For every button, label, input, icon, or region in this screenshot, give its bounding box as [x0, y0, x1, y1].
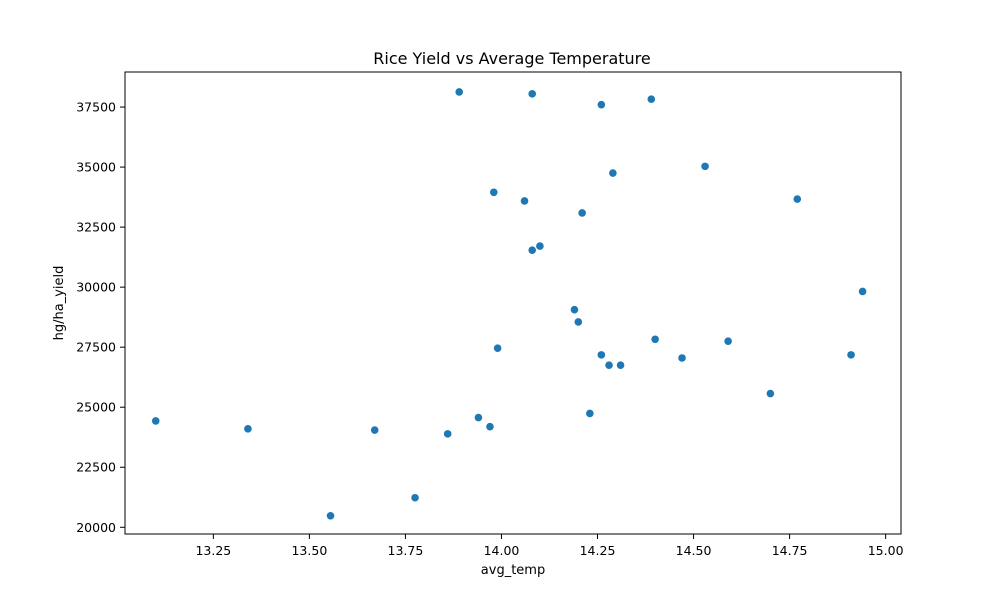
scatter-point: [651, 335, 659, 344]
x-axis: 13.25 13.50 13.75 14.00 14.25 14.50 14.75 15.00: [195, 534, 904, 558]
scatter-point: [647, 95, 656, 103]
scatter-point: [574, 318, 583, 326]
y-tick-label: 35000: [76, 160, 116, 175]
scatter-point: [597, 351, 606, 359]
x-tick-label: 14.50: [676, 543, 712, 558]
scatter-point: [570, 305, 579, 314]
scatter-point: [151, 417, 160, 425]
scatter-point: [370, 426, 379, 434]
scatter-point: [578, 209, 586, 217]
scatter-point: [474, 413, 483, 422]
y-axis: 20000 22500 25000 27500 30000 32500 35000 37500: [76, 100, 125, 535]
x-tick-label: 14.25: [580, 543, 616, 558]
scatter-point: [701, 162, 709, 171]
y-tick-label: 27500: [76, 340, 116, 355]
scatter-point: [489, 188, 498, 197]
scatter-point: [616, 361, 625, 369]
x-tick-label: 15.00: [868, 543, 904, 558]
scatter-point: [244, 425, 252, 433]
scatter-point: [411, 493, 419, 502]
scatter-point: [609, 169, 617, 177]
scatter-point: [858, 287, 867, 296]
scatter-point: [536, 242, 544, 250]
x-tick-label: 14.00: [484, 543, 520, 558]
y-tick-label: 32500: [76, 220, 116, 235]
scatter-point: [443, 430, 452, 438]
x-axis-label: avg_temp: [481, 563, 545, 578]
scatter-point: [326, 511, 335, 520]
scatter-point: [605, 361, 613, 369]
plot-area: [124, 71, 902, 535]
scatter-point: [520, 197, 529, 205]
y-tick-label: 25000: [76, 400, 116, 415]
y-tick-label: 37500: [76, 100, 116, 115]
x-tick-label: 13.50: [291, 543, 327, 558]
x-tick-label: 13.25: [195, 543, 231, 558]
scatter-point: [455, 88, 464, 96]
x-tick-label: 14.75: [772, 543, 808, 558]
scatter-point: [493, 344, 502, 352]
scatter-point: [586, 409, 594, 418]
y-axis-label: hg/ha_yield: [52, 266, 67, 341]
scatter-point: [678, 354, 686, 362]
scatter-point: [528, 246, 537, 254]
scatter-point: [724, 337, 732, 345]
chart-title: Rice Yield vs Average Temperature: [373, 49, 651, 68]
scatter-point: [793, 195, 802, 203]
scatter-point: [528, 90, 537, 98]
y-tick-label: 30000: [76, 280, 116, 295]
scatter-point: [486, 422, 494, 431]
y-tick-label: 22500: [76, 460, 116, 475]
y-tick-label: 20000: [76, 520, 116, 535]
data-points: [151, 88, 867, 520]
scatter-point: [766, 389, 775, 398]
scatter-point: [597, 100, 606, 109]
x-tick-label: 13.75: [388, 543, 424, 558]
scatter-point: [847, 351, 855, 359]
